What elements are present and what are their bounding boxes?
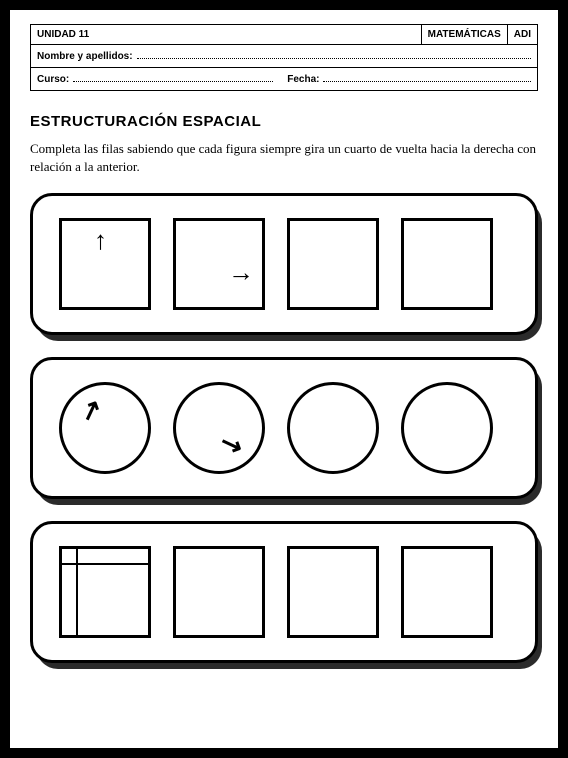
cell-circle-empty: [287, 382, 379, 474]
worksheet-page: UNIDAD 11 MATEMÁTICAS ADI Nombre y apell…: [0, 0, 568, 758]
course-field-line: [73, 73, 273, 82]
instruction-text: Completa las filas sabiendo que cada fig…: [30, 140, 538, 175]
arrow-downright-icon: ↘: [216, 428, 245, 460]
grid-horizontal-line: [62, 563, 148, 565]
arrow-right-icon: →: [228, 259, 254, 285]
cell-square-empty: [287, 218, 379, 310]
header-row-unit: UNIDAD 11 MATEMÁTICAS ADI: [31, 25, 537, 45]
exercise-row-2: ↗ ↘: [30, 357, 538, 499]
cell-square: ↑: [59, 218, 151, 310]
row-panel: ↑ →: [30, 193, 538, 335]
exercise-row-1: ↑ →: [30, 193, 538, 335]
date-field-line: [323, 73, 531, 82]
exercise-row-3: [30, 521, 538, 663]
cell-circle-empty: [401, 382, 493, 474]
row-panel: ↗ ↘: [30, 357, 538, 499]
name-field-line: [137, 50, 531, 59]
name-label: Nombre y apellidos:: [37, 51, 133, 62]
header-box: UNIDAD 11 MATEMÁTICAS ADI Nombre y apell…: [30, 24, 538, 91]
arrow-upright-icon: ↗: [76, 394, 105, 426]
cell-square-empty: [401, 218, 493, 310]
cell-square-empty: [401, 546, 493, 638]
cell-circle: ↗: [59, 382, 151, 474]
unit-label: UNIDAD 11: [31, 25, 421, 44]
course-label: Curso:: [37, 74, 69, 85]
cell-square: →: [173, 218, 265, 310]
cell-square-empty: [173, 546, 265, 638]
date-label: Fecha:: [287, 74, 319, 85]
cell-circle: ↘: [173, 382, 265, 474]
arrow-up-icon: ↑: [94, 227, 107, 253]
header-row-course-date: Curso: Fecha:: [31, 68, 537, 90]
badge-label: ADI: [507, 25, 537, 44]
cell-square-empty: [287, 546, 379, 638]
grid-vertical-line: [76, 549, 78, 635]
subject-label: MATEMÁTICAS: [421, 25, 507, 44]
cell-square-grid: [59, 546, 151, 638]
header-row-name: Nombre y apellidos:: [31, 45, 537, 68]
row-panel: [30, 521, 538, 663]
section-title: ESTRUCTURACIÓN ESPACIAL: [30, 113, 538, 130]
